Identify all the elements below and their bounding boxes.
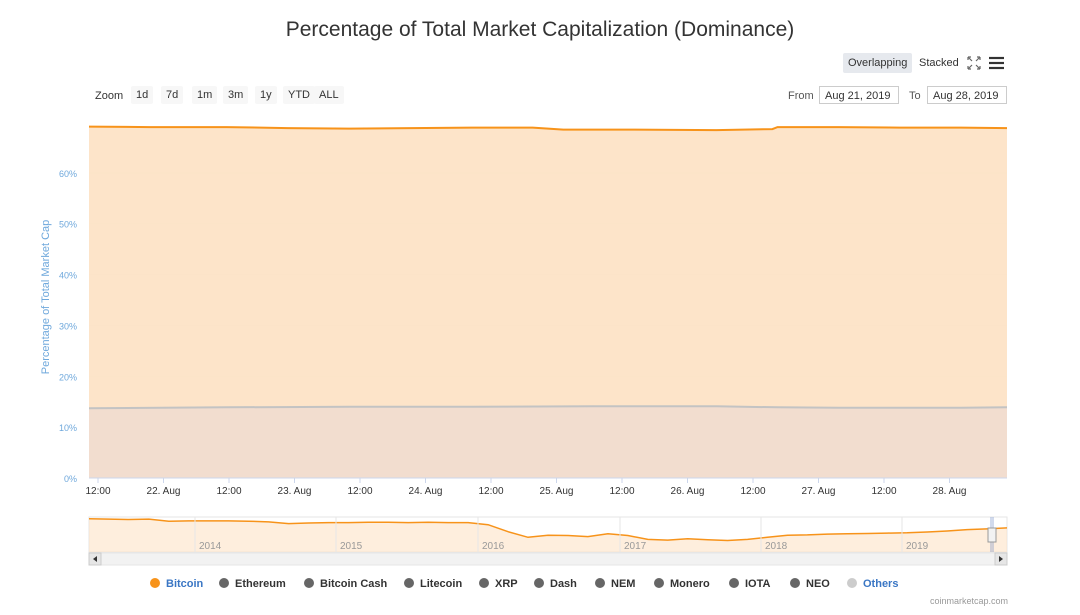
legend-label: XRP [495,578,518,590]
series-areas [88,125,1008,478]
zoom-1m-button[interactable]: 1m [192,86,218,104]
y-tick-label: 0% [64,474,77,484]
others-area [89,406,1007,478]
x-tick-label: 23. Aug [278,486,312,497]
arrow-left-icon [93,556,97,562]
legend-dot-icon [534,578,544,588]
legend-item-bitcoin[interactable]: Bitcoin [150,577,203,591]
legend-dot-icon [150,578,160,588]
legend-label: Bitcoin [166,578,204,590]
legend-dot-icon [847,578,857,588]
legend-label: Others [863,578,899,590]
zoom-1y-button[interactable]: 1y [255,86,277,104]
x-tick-label: 22. Aug [147,486,181,497]
zoom-label: Zoom [95,90,124,102]
legend-dot-icon [595,578,605,588]
menu-icon[interactable] [986,53,1006,73]
x-tick-label: 24. Aug [409,486,443,497]
legend-item-litecoin[interactable]: Litecoin [404,577,462,591]
legend-dot-icon [404,578,414,588]
x-tick-label: 12:00 [478,486,503,497]
zoom-ytd-button[interactable]: YTD [283,86,315,104]
x-tick-label: 28. Aug [933,486,967,497]
overlapping-button[interactable]: Overlapping [843,53,913,73]
legend-item-monero[interactable]: Monero [654,577,710,591]
y-tick-label: 40% [59,271,77,281]
bitcoin-area [89,126,1007,478]
zoom-3m-button[interactable]: 3m [223,86,249,104]
fullscreen-icon[interactable] [964,53,984,73]
legend-label: Litecoin [420,578,463,590]
y-tick-label: 50% [59,220,77,230]
navigator-line [88,518,1008,542]
legend-dot-icon [729,578,739,588]
x-tick-label: 27. Aug [802,486,836,497]
navigator[interactable]: 2014 2015 2016 2017 2018 2019 [88,516,1008,566]
x-tick-label: 12:00 [347,486,372,497]
to-label: To [909,90,921,102]
legend-dot-icon [790,578,800,588]
credits-link[interactable]: coinmarketcap.com [929,596,1008,606]
legend-item-neo[interactable]: NEO [790,577,830,591]
legend-label: NEO [806,578,830,590]
y-tick-label: 30% [59,321,77,331]
navigator-handle[interactable] [987,527,997,543]
legend-label: Monero [670,578,710,590]
navigator-year-label: 2018 [765,541,788,552]
arrow-right-icon [999,556,1003,562]
bitcoin-line[interactable] [88,125,1008,132]
x-axis: 12:00 22. Aug 12:00 23. Aug 12:00 24. Aug 12:0… [85,477,1007,497]
y-axis-title: Percentage of Total Market Cap [40,220,52,375]
y-tick-label: 10% [59,423,77,433]
legend-label: Bitcoin Cash [320,578,388,590]
zoom-all-button[interactable]: ALL [314,86,344,104]
legend-item-nem[interactable]: NEM [595,577,635,591]
legend-dot-icon [219,578,229,588]
x-tick-label: 12:00 [871,486,896,497]
legend-item-ethereum[interactable]: Ethereum [219,577,286,591]
x-tick-label: 12:00 [216,486,241,497]
legend-dot-icon [654,578,664,588]
legend-item-bitcoin-cash[interactable]: Bitcoin Cash [304,577,387,591]
zoom-1d-button[interactable]: 1d [131,86,154,104]
legend-label: IOTA [745,578,771,590]
from-date-input[interactable]: Aug 21, 2019 [819,86,899,104]
others-line[interactable] [88,405,1008,410]
legend-label: NEM [611,578,636,590]
legend-item-xrp[interactable]: XRP [479,577,518,591]
x-tick-label: 12:00 [609,486,634,497]
chart-title: Percentage of Total Market Capitalizatio… [285,18,795,41]
navigator-year-label: 2017 [624,541,647,552]
navigator-year-label: 2014 [199,541,222,552]
legend-dot-icon [304,578,314,588]
x-tick-label: 12:00 [85,486,110,497]
scrollbar-track[interactable] [88,552,1008,566]
legend-item-dash[interactable]: Dash [534,577,577,591]
legend-item-others[interactable]: Others [847,577,898,591]
legend-label: Ethereum [235,578,286,590]
navigator-year-label: 2016 [482,541,505,552]
x-tick-label: 26. Aug [671,486,705,497]
y-axis: 0% 10% 20% 30% 40% 50% 60% [59,169,77,484]
legend-label: Dash [550,578,577,590]
navigator-year-label: 2019 [906,541,929,552]
from-label: From [788,90,814,102]
legend-item-iota[interactable]: IOTA [729,577,770,591]
stacked-button[interactable]: Stacked [919,57,959,69]
y-tick-label: 20% [59,372,77,382]
to-date-input[interactable]: Aug 28, 2019 [927,86,1007,104]
zoom-7d-button[interactable]: 7d [161,86,184,104]
legend-dot-icon [479,578,489,588]
x-tick-label: 25. Aug [540,486,574,497]
navigator-year-label: 2015 [340,541,363,552]
x-tick-label: 12:00 [740,486,765,497]
y-tick-label: 60% [59,169,77,179]
